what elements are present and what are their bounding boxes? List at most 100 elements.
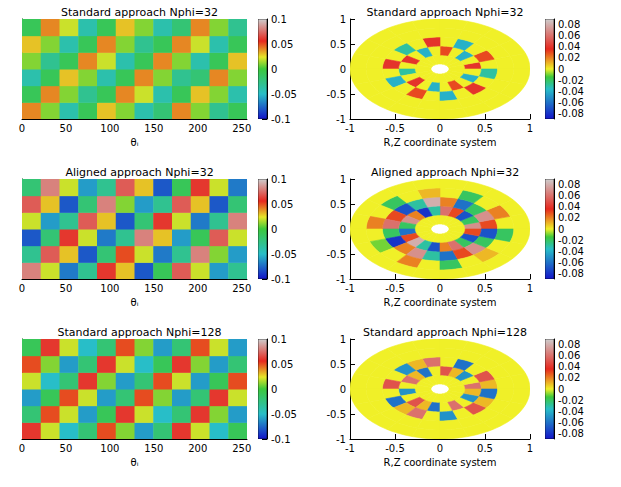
svg-text:1: 1	[340, 174, 346, 185]
svg-text:150: 150	[144, 123, 163, 134]
svg-text:250: 250	[232, 283, 251, 294]
svg-text:200: 200	[188, 123, 207, 134]
svg-text:0.1: 0.1	[271, 14, 287, 25]
svg-text:0.1: 0.1	[271, 174, 287, 185]
svg-text:1: 1	[527, 283, 533, 294]
svg-text:0.5: 0.5	[330, 39, 346, 50]
svg-text:-0.05: -0.05	[271, 89, 297, 100]
svg-text:50: 50	[60, 123, 73, 134]
svg-text:Standard approach Nphi=128: Standard approach Nphi=128	[363, 326, 527, 339]
svg-text:150: 150	[144, 283, 163, 294]
svg-text:-0.5: -0.5	[385, 123, 405, 134]
svg-text:0.08: 0.08	[558, 339, 580, 350]
svg-text:0: 0	[437, 283, 443, 294]
svg-text:Aligned approach Nphi=32: Aligned approach Nphi=32	[371, 166, 519, 179]
svg-text:200: 200	[188, 443, 207, 454]
svg-text:-0.5: -0.5	[385, 283, 405, 294]
svg-text:-0.1: -0.1	[271, 114, 291, 125]
svg-text:100: 100	[100, 283, 119, 294]
svg-text:0: 0	[19, 283, 25, 294]
svg-text:-0.06: -0.06	[558, 417, 584, 428]
svg-text:Aligned approach Nphi=32: Aligned approach Nphi=32	[65, 166, 213, 179]
svg-text:0: 0	[19, 123, 25, 134]
svg-text:-0.05: -0.05	[271, 409, 297, 420]
svg-text:Standard approach Nphi=32: Standard approach Nphi=32	[61, 6, 218, 19]
svg-text:1: 1	[527, 443, 533, 454]
svg-text:-0.06: -0.06	[558, 257, 584, 268]
svg-text:-0.05: -0.05	[271, 249, 297, 260]
svg-text:0.02: 0.02	[558, 372, 580, 383]
svg-text:200: 200	[188, 283, 207, 294]
svg-text:-0.08: -0.08	[558, 428, 584, 439]
svg-text:Standard approach Nphi=128: Standard approach Nphi=128	[58, 326, 222, 339]
svg-text:0: 0	[271, 64, 277, 75]
svg-text:0.08: 0.08	[558, 19, 580, 30]
svg-text:0.5: 0.5	[477, 123, 493, 134]
svg-text:1: 1	[340, 334, 346, 345]
svg-text:-0.04: -0.04	[558, 406, 584, 417]
svg-text:1: 1	[527, 123, 533, 134]
svg-text:R,Z coordinate system: R,Z coordinate system	[384, 297, 497, 308]
svg-text:θᵢ: θᵢ	[131, 137, 139, 148]
svg-text:-0.04: -0.04	[558, 86, 584, 97]
svg-text:100: 100	[100, 443, 119, 454]
svg-text:θᵢ: θᵢ	[131, 297, 139, 308]
svg-text:-0.5: -0.5	[385, 443, 405, 454]
svg-text:0.02: 0.02	[558, 52, 580, 63]
svg-text:θᵢ: θᵢ	[131, 457, 139, 468]
svg-text:0: 0	[558, 384, 564, 395]
svg-text:-1: -1	[336, 113, 346, 125]
svg-text:-1: -1	[345, 283, 355, 294]
svg-text:0.1: 0.1	[271, 334, 287, 345]
svg-text:-0.08: -0.08	[558, 268, 584, 279]
svg-text:0: 0	[558, 224, 564, 235]
svg-text:0.06: 0.06	[558, 350, 580, 361]
svg-text:0.06: 0.06	[558, 190, 580, 201]
svg-text:0.04: 0.04	[558, 361, 580, 372]
svg-text:50: 50	[60, 443, 73, 454]
svg-text:-1: -1	[345, 443, 355, 454]
svg-text:150: 150	[144, 443, 163, 454]
svg-text:0: 0	[271, 224, 277, 235]
svg-text:50: 50	[60, 283, 73, 294]
svg-text:1: 1	[340, 14, 346, 25]
svg-text:250: 250	[232, 123, 251, 134]
svg-text:0.5: 0.5	[477, 443, 493, 454]
svg-text:-0.08: -0.08	[558, 108, 584, 119]
svg-text:0.08: 0.08	[558, 179, 580, 190]
svg-text:0.5: 0.5	[330, 199, 346, 210]
svg-text:-0.06: -0.06	[558, 97, 584, 108]
svg-text:-0.5: -0.5	[326, 409, 346, 420]
svg-text:0: 0	[271, 384, 277, 395]
svg-text:250: 250	[232, 443, 251, 454]
svg-text:0.06: 0.06	[558, 30, 580, 41]
svg-text:0: 0	[437, 443, 443, 454]
svg-text:-0.5: -0.5	[326, 249, 346, 260]
svg-text:-0.02: -0.02	[558, 75, 584, 86]
svg-text:100: 100	[100, 123, 119, 134]
svg-text:0.05: 0.05	[271, 39, 293, 50]
svg-text:-0.04: -0.04	[558, 246, 584, 257]
svg-text:0: 0	[19, 443, 25, 454]
svg-text:0: 0	[340, 224, 346, 235]
svg-text:0.04: 0.04	[558, 41, 580, 52]
svg-text:-0.02: -0.02	[558, 395, 584, 406]
svg-text:0: 0	[340, 384, 346, 395]
svg-text:0: 0	[340, 64, 346, 75]
svg-text:0: 0	[558, 64, 564, 75]
svg-text:0.05: 0.05	[271, 199, 293, 210]
svg-text:0: 0	[437, 123, 443, 134]
svg-text:0.04: 0.04	[558, 201, 580, 212]
svg-text:-0.5: -0.5	[326, 89, 346, 100]
svg-text:Standard approach Nphi=32: Standard approach Nphi=32	[367, 6, 524, 19]
svg-text:0.5: 0.5	[330, 359, 346, 370]
svg-text:-0.02: -0.02	[558, 235, 584, 246]
svg-text:R,Z coordinate system: R,Z coordinate system	[384, 457, 497, 468]
svg-text:0.02: 0.02	[558, 212, 580, 223]
svg-text:0.05: 0.05	[271, 359, 293, 370]
svg-text:-1: -1	[345, 123, 355, 134]
svg-text:R,Z coordinate system: R,Z coordinate system	[384, 137, 497, 148]
svg-text:-0.1: -0.1	[271, 434, 291, 445]
svg-text:0.5: 0.5	[477, 283, 493, 294]
svg-text:-0.1: -0.1	[271, 274, 291, 285]
